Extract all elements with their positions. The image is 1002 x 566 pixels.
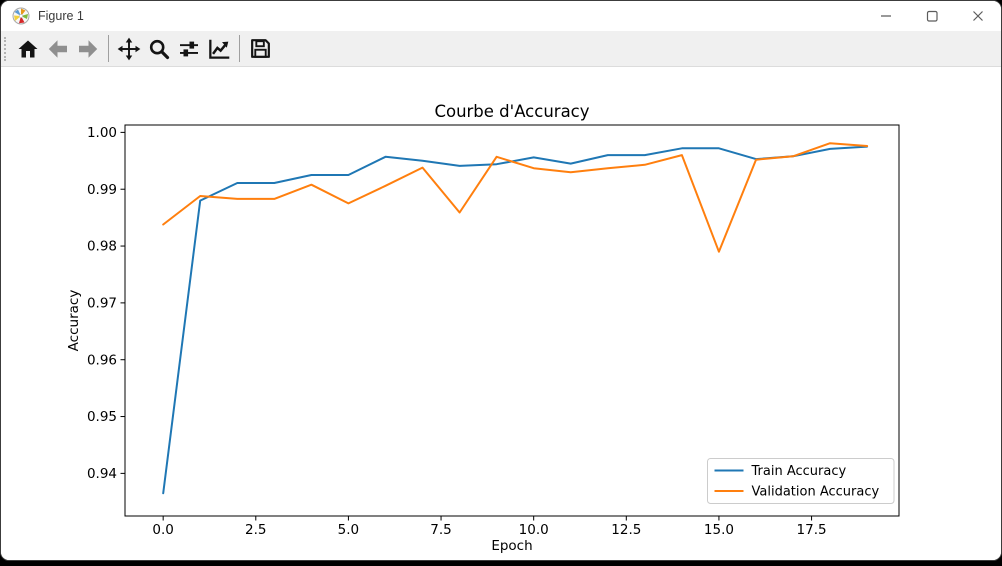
forward-arrow-icon (79, 39, 98, 58)
y-tick-label: 0.97 (87, 295, 117, 311)
x-tick-label: 2.5 (245, 522, 266, 538)
home-icon (18, 40, 38, 57)
y-axis-label: Accuracy (66, 290, 82, 352)
toolbar-grip[interactable] (4, 36, 6, 61)
window-title: Figure 1 (38, 9, 84, 23)
y-tick-label: 0.96 (87, 352, 117, 368)
forward-button[interactable] (73, 34, 103, 64)
accuracy-chart: 0.0 2.5 5.0 7.5 10.0 12.5 15.0 17.5 0.94 0.95 0.96… (66, 102, 900, 554)
title-bar[interactable]: Figure 1 (1, 1, 1001, 31)
y-tick-label: 0.98 (87, 239, 117, 255)
maximize-button[interactable] (909, 1, 955, 31)
zoom-button[interactable] (144, 34, 174, 64)
y-tick-label: 0.94 (87, 466, 117, 482)
close-button[interactable] (955, 1, 1001, 31)
y-tick-label: 0.95 (87, 409, 117, 425)
x-tick-label: 17.5 (797, 522, 827, 538)
y-tick-label: 1.00 (87, 125, 117, 141)
toolbar (1, 31, 1001, 67)
edit-axes-button[interactable] (204, 34, 234, 64)
back-arrow-icon (48, 39, 67, 58)
save-button[interactable] (245, 34, 275, 64)
pan-move-icon (117, 37, 141, 60)
legend-box (707, 458, 895, 504)
save-floppy-icon (250, 39, 270, 58)
x-tick-label: 5.0 (338, 522, 359, 538)
window-controls (863, 1, 1001, 31)
x-axis-label: Epoch (491, 538, 532, 554)
toolbar-separator (239, 35, 240, 62)
x-tick-label: 10.0 (519, 522, 549, 538)
back-button[interactable] (43, 34, 73, 64)
legend-label: Train Accuracy (751, 464, 847, 479)
validation-accuracy-line (162, 142, 869, 253)
y-tick-label: 0.99 (87, 182, 117, 198)
home-button[interactable] (13, 34, 43, 64)
x-tick-label: 12.5 (611, 522, 641, 538)
legend-label: Validation Accuracy (752, 485, 880, 500)
toolbar-separator (108, 35, 109, 62)
configure-subplots-button[interactable] (174, 34, 204, 64)
line-chart-icon (209, 39, 230, 59)
axes-frame (124, 124, 900, 517)
x-tick-label: 0.0 (152, 522, 173, 538)
minimize-icon (881, 15, 891, 17)
zoom-magnifier-icon (149, 39, 170, 59)
train-accuracy-line (162, 145, 869, 495)
figure-canvas[interactable]: 0.0 2.5 5.0 7.5 10.0 12.5 15.0 17.5 0.94 0.95 0.96… (1, 67, 1001, 560)
pan-button[interactable] (114, 34, 144, 64)
x-tick-label: 15.0 (704, 522, 734, 538)
chart-title: Courbe d'Accuracy (434, 102, 589, 121)
sliders-icon (180, 41, 198, 56)
matplotlib-logo-icon (12, 7, 30, 25)
minimize-button[interactable] (863, 1, 909, 31)
maximize-icon (926, 10, 938, 22)
close-icon (973, 11, 983, 21)
x-tick-label: 7.5 (430, 522, 451, 538)
